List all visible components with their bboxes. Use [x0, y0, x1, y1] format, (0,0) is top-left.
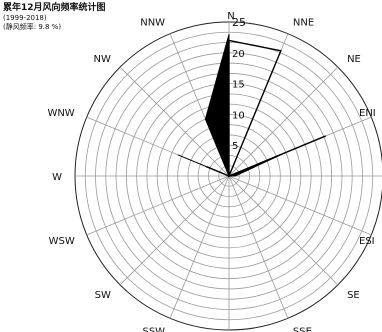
direction-label-n: N	[227, 11, 234, 22]
chart-title: 累年12月风向频率统计图	[3, 3, 106, 13]
direction-label-nne: NNE	[293, 18, 314, 29]
chart-legend-block: 累年12月风向频率统计图 (1999-2018) (静风频率: 9.8 %)	[3, 3, 106, 32]
grid-spoke	[228, 175, 372, 236]
grid-spoke	[228, 66, 339, 177]
calm-frequency: (静风频率: 9.8 %)	[3, 23, 62, 31]
radial-tick-label: 25	[232, 16, 246, 29]
direction-label-ssw: SSW	[142, 326, 165, 332]
direction-label-wsw: WSW	[49, 236, 75, 247]
grid-spoke	[119, 175, 230, 286]
grid-spoke	[119, 66, 230, 177]
direction-label-sse: SSE	[293, 326, 312, 332]
grid-spoke	[169, 175, 230, 319]
grid-spoke	[86, 175, 230, 236]
radial-tick-label: 20	[232, 49, 245, 60]
direction-label-wnw: WNW	[47, 108, 74, 119]
radial-tick-label: 5	[232, 141, 238, 152]
direction-label-nnw: NNW	[140, 18, 165, 29]
frequency-series-filled	[177, 34, 287, 177]
radial-tick-label: 10	[232, 110, 245, 121]
grid-spoke	[228, 175, 289, 319]
grid-spoke	[228, 175, 339, 286]
direction-label-ese: ESI	[359, 236, 375, 247]
radial-tick-label: 15	[232, 80, 245, 91]
chart-period: (1999-2018)	[3, 14, 47, 22]
direction-label-nw: NW	[94, 54, 111, 65]
direction-label-ene: ENI	[359, 108, 376, 119]
direction-label-ne: NE	[347, 54, 361, 65]
direction-label-sw: SW	[95, 290, 111, 301]
direction-label-se: SE	[347, 290, 360, 301]
direction-label-w: W	[52, 172, 62, 183]
